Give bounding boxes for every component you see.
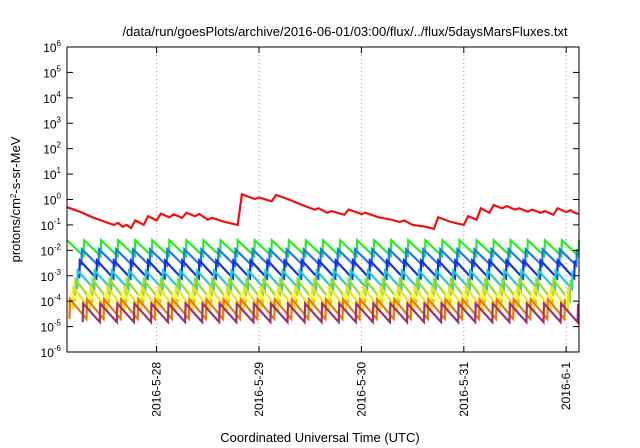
x-tick-label: 2016-6-1 bbox=[559, 362, 573, 410]
series-line-9 bbox=[81, 300, 580, 325]
y-tick-label: 10-4 bbox=[41, 293, 62, 309]
series-line-2 bbox=[80, 246, 578, 269]
x-axis-ticks: 2016-5-28 2016-5-29 2016-5-30 2016-5-31 2016… bbox=[150, 47, 573, 417]
x-tick-label: 2016-5-30 bbox=[354, 362, 368, 417]
y-tick-label: 100 bbox=[43, 192, 61, 208]
grid-lines bbox=[156, 47, 567, 352]
series-line-1 bbox=[66, 237, 581, 259]
y-tick-label: 10-3 bbox=[41, 268, 62, 284]
y-tick-label: 10-2 bbox=[41, 242, 62, 258]
y-tick-label: 104 bbox=[43, 90, 61, 106]
y-tick-label: 103 bbox=[43, 115, 61, 131]
y-tick-label: 102 bbox=[43, 141, 61, 157]
y-tick-label: 106 bbox=[43, 39, 61, 55]
x-tick-label: 2016-5-28 bbox=[150, 362, 164, 417]
x-tick-label: 2016-5-29 bbox=[252, 362, 266, 417]
y-tick-label: 10-5 bbox=[41, 319, 62, 335]
y-axis-ticks: 106 105 104 103 102 101 100 10-1 10-2 10-3 10-4 10-… bbox=[41, 39, 579, 360]
y-tick-label: 10-1 bbox=[41, 217, 62, 233]
x-axis-label: Coordinated Universal Time (UTC) bbox=[220, 430, 419, 445]
y-axis-label: protons/cm2-s-sr-MeV bbox=[8, 136, 23, 262]
chart-title: /data/run/goesPlots/archive/2016-06-01/0… bbox=[122, 24, 568, 39]
y-tick-label: 10-6 bbox=[41, 344, 62, 360]
series-line-0 bbox=[66, 192, 580, 231]
y-tick-label: 105 bbox=[43, 64, 61, 80]
series-line-7 bbox=[69, 290, 568, 315]
series-group bbox=[66, 192, 581, 325]
series-line-4 bbox=[76, 267, 574, 292]
x-tick-label: 2016-5-31 bbox=[457, 362, 471, 417]
y-tick-label: 101 bbox=[43, 166, 61, 182]
series-line-3 bbox=[78, 257, 576, 281]
